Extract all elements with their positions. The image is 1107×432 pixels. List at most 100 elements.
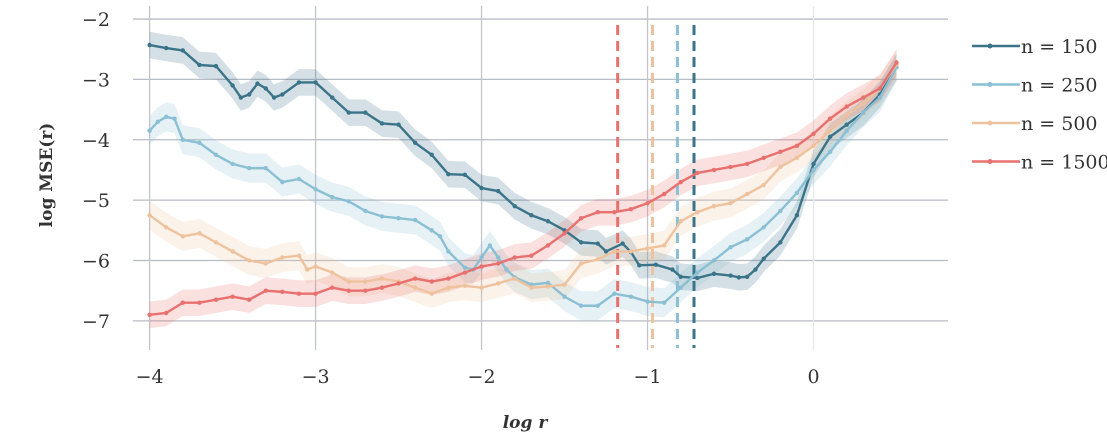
data-point [180, 300, 185, 305]
data-point [711, 167, 717, 173]
x-tick-label: −4 [136, 366, 164, 388]
data-point [446, 249, 451, 254]
data-point [877, 95, 883, 100]
y-tick-label: −3 [82, 69, 110, 91]
data-point [678, 285, 683, 290]
data-point [263, 261, 268, 266]
data-point [280, 92, 285, 97]
data-point [811, 161, 816, 167]
grid [133, 6, 948, 350]
data-point [761, 155, 766, 161]
data-point [578, 216, 584, 221]
data-point [562, 282, 567, 287]
data-point [346, 288, 351, 293]
data-point [678, 274, 683, 279]
data-point [861, 110, 866, 115]
data-point [562, 231, 567, 236]
data-point [213, 240, 219, 245]
data-point [263, 86, 268, 91]
data-point [844, 113, 849, 118]
data-point [230, 161, 235, 167]
data-point [778, 149, 783, 155]
data-point [147, 213, 152, 218]
data-point [495, 281, 501, 286]
data-point [462, 172, 468, 177]
data-point [197, 300, 202, 305]
data-point [296, 291, 302, 296]
data-point [230, 83, 235, 88]
data-point [529, 253, 534, 258]
data-point [346, 199, 351, 204]
data-point [844, 104, 849, 109]
data-point [305, 267, 310, 272]
data-point [495, 255, 501, 260]
data-point [396, 216, 401, 221]
y-tick-label: −6 [82, 250, 110, 272]
data-point [844, 122, 849, 127]
data-point [894, 60, 899, 65]
data-point [379, 285, 385, 290]
data-point [180, 48, 185, 53]
data-point [827, 134, 833, 139]
data-point [313, 80, 318, 85]
data-point [197, 62, 202, 68]
data-point [661, 191, 667, 197]
data-point [711, 258, 717, 263]
tick-labels: −4 −3 −2 −1 0 −2 −3 −4 −5 −6 −7 [82, 9, 820, 388]
x-tick-label: −2 [468, 366, 496, 388]
data-point [180, 234, 185, 239]
data-point [495, 188, 501, 194]
data-point [545, 284, 551, 289]
data-point [778, 208, 783, 214]
data-point [711, 203, 717, 209]
data-point [246, 165, 252, 171]
data-point [529, 285, 534, 290]
data-point [678, 219, 683, 224]
data-point [396, 122, 401, 127]
data-point [794, 213, 800, 218]
x-tick-label: −1 [634, 366, 662, 388]
data-point [578, 240, 584, 245]
data-point [695, 275, 700, 281]
data-point [462, 270, 468, 275]
legend-label: n = 150 [1021, 36, 1098, 58]
data-point [412, 276, 418, 281]
data-point [827, 128, 833, 133]
data-point [695, 270, 700, 275]
data-point [329, 95, 335, 100]
data-point [612, 249, 617, 254]
data-point [263, 288, 268, 293]
data-point [296, 253, 302, 258]
data-point [172, 116, 177, 121]
data-point [163, 114, 169, 120]
data-point [612, 209, 617, 215]
data-point [661, 300, 667, 305]
data-point [512, 255, 517, 260]
data-point [412, 217, 418, 223]
data-point [313, 264, 318, 269]
data-point [479, 264, 484, 269]
data-point [753, 267, 758, 272]
y-tick-label: −7 [82, 311, 110, 333]
data-point [280, 179, 285, 185]
data-point [363, 279, 368, 284]
data-point [163, 310, 169, 316]
data-point [744, 237, 750, 242]
data-point [637, 263, 642, 268]
series-line [148, 66, 898, 307]
legend-label: n = 250 [1021, 75, 1098, 97]
data-point [711, 271, 717, 276]
legend-marker [987, 43, 993, 49]
data-point [379, 121, 385, 126]
data-point [695, 170, 700, 176]
data-point [329, 285, 335, 290]
data-point [296, 80, 302, 85]
data-point [827, 149, 833, 155]
data-point [346, 279, 351, 284]
data-point [811, 167, 816, 173]
data-point [163, 45, 169, 51]
data-point [163, 225, 169, 230]
data-point [462, 265, 468, 270]
data-point [379, 214, 385, 219]
data-point [827, 116, 833, 121]
